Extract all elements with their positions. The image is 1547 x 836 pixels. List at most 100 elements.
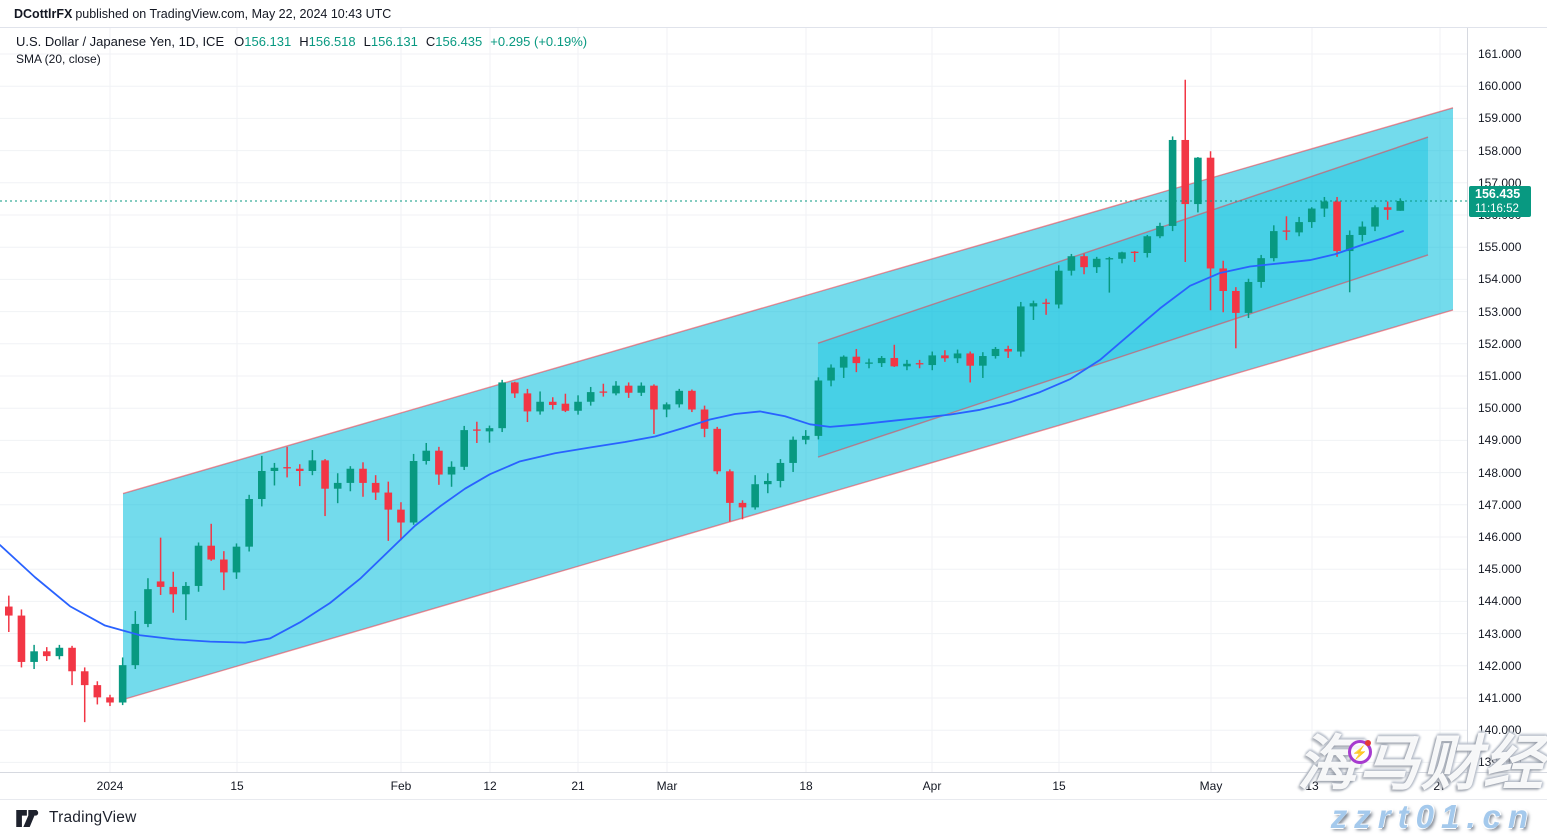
candle-body [1143,236,1152,253]
time-tick-label: Apr [922,779,942,793]
candlestick-chart[interactable] [0,28,1467,772]
ohlc-label: L [363,34,371,49]
price-tick-label: 146.000 [1478,530,1522,544]
candle-body [561,403,570,411]
candle-body [295,468,304,471]
candle-body [1383,207,1392,210]
attribution-text: published on TradingView.com, May 22, 20… [75,6,392,21]
candle-body [1194,157,1202,205]
price-tick-label: 139.000 [1478,755,1522,770]
footer-bar: TradingView [0,799,1547,836]
candle-body [789,439,797,463]
candle-body [1105,258,1114,260]
outer-trend-channel-upper-line [122,107,1454,495]
candle-body [1345,234,1354,252]
price-tick-label: 159.000 [1478,111,1522,126]
candle-body [928,355,937,366]
author-name: DCottlrFX [14,6,73,21]
symbol-title[interactable]: U.S. Dollar / Japanese Yen, 1D, ICE [16,34,225,49]
candle-body [1219,268,1227,291]
candle-body [1029,303,1038,307]
candle-body [321,460,329,489]
candle-body [1396,200,1405,211]
candle-body [637,385,646,393]
candle-body [1244,281,1253,313]
candle-body [852,356,861,364]
candle-body [1118,252,1126,259]
sma-20-line [0,230,1404,644]
inner-trend-channel-upper-line [817,136,1429,344]
symbol-legend-row[interactable]: U.S. Dollar / Japanese Yen, 1D, ICE O156.… [16,34,587,49]
candle-body [144,589,152,624]
current-price-value: 156.435 [1475,186,1521,201]
candle-body [1004,348,1012,352]
candle-body [827,367,835,381]
time-tick-label: 12 [483,779,497,793]
candle-body [1168,139,1177,226]
candle-body [283,467,291,469]
candle-body [460,430,468,467]
candle-body [1080,256,1088,268]
price-tick-label: 149.000 [1478,433,1522,448]
candle-body [220,559,228,573]
candle-body [586,392,595,402]
candle-body [675,390,684,405]
candle-body [333,482,342,489]
candle-body [877,357,886,364]
candle-body [953,353,962,359]
candle-body [624,385,633,393]
candle-body [726,471,734,503]
ohlc-label: O [234,34,245,49]
time-tick-label: 27 [1433,779,1447,793]
candle-body [1270,231,1278,259]
ohlc-value: 156.518 [308,34,356,49]
candle-body [1067,256,1076,271]
candle-body [511,382,519,394]
candle-body [814,380,823,436]
time-axis[interactable]: 2024 15 Feb 12 21 Mar 18 Apr 15 May 13 27 [0,772,1547,799]
candle-body [548,401,557,405]
price-tick-label: 140.000 [1478,723,1522,738]
ohlc-values: O156.131 H156.518 L156.131 C156.435 [234,34,490,49]
time-tick-label: 2024 [96,779,124,793]
candle-body [270,467,279,471]
candle-body [371,482,380,493]
candle-body [485,428,494,432]
time-tick-label: Mar [656,779,678,793]
candle-body [1181,139,1190,205]
candle-body [397,509,405,523]
price-tick-label: 145.000 [1478,562,1522,577]
candle-body [1333,201,1341,252]
candle-body [1054,270,1063,305]
candle-body [359,468,367,483]
price-tick-label: 160.000 [1478,79,1522,94]
candle-body [801,435,810,440]
price-axis[interactable]: 156.435 11:16:52 161.000 160.000 159.000 15… [1467,28,1547,799]
candle-body [1371,207,1379,227]
sma-indicator-label[interactable]: SMA (20, close) [16,52,101,66]
ohlc-value: 156.131 [244,34,292,49]
candle-body [245,499,253,547]
ohlc-label: H [299,34,309,49]
indicator-legend-row[interactable]: SMA (20, close) [16,52,587,66]
candle-body [700,409,709,429]
candle-body [207,545,215,560]
candle-body [80,671,89,686]
tradingview-logo-icon[interactable] [16,809,42,827]
candle-body [55,647,64,657]
inner-trend-channel-lower-line [817,254,1429,458]
ohlc-value: 156.435 [435,34,483,49]
chart-pane[interactable]: U.S. Dollar / Japanese Yen, 1D, ICE O156.… [0,28,1467,772]
price-tick-label: 148.000 [1478,465,1522,480]
candle-body [1307,208,1316,223]
bar-countdown-timer: 11:16:52 [1475,202,1519,215]
candle-body [409,461,418,523]
ohlc-label: C [425,34,436,49]
candle-body [17,615,26,662]
price-tick-label: 154.000 [1478,272,1522,287]
tradingview-brand-text[interactable]: TradingView [49,809,137,826]
chart-legend: U.S. Dollar / Japanese Yen, 1D, ICE O156.… [16,34,587,66]
candle-body [662,404,671,410]
candle-body [1156,225,1164,237]
